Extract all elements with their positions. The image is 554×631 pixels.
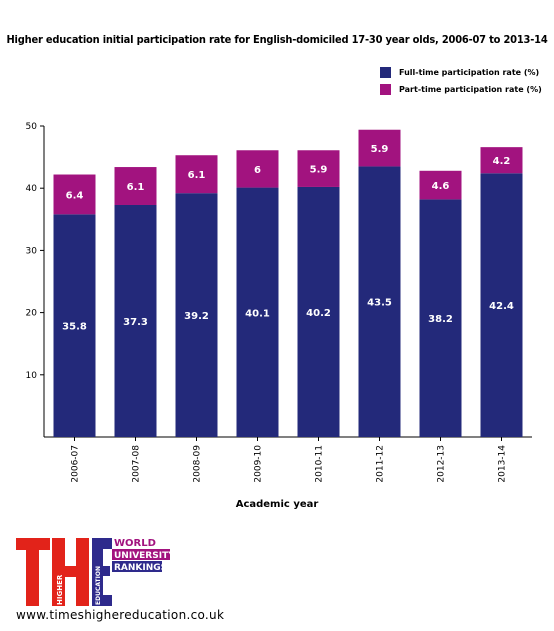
data-label-full-time: 40.1	[245, 308, 270, 319]
bar-part-time	[358, 129, 401, 167]
data-label-full-time: 35.8	[62, 322, 87, 333]
data-label-part-time: 6.4	[66, 190, 84, 201]
bar-full-time	[297, 186, 340, 437]
bar-full-time	[480, 173, 523, 437]
data-label-full-time: 38.2	[428, 314, 453, 325]
y-tick-label: 50	[26, 122, 38, 132]
legend-item-full-time: Full-time participation rate (%)	[380, 64, 542, 81]
x-axis-title: Academic year	[235, 499, 319, 510]
chart-legend: Full-time participation rate (%) Part-ti…	[380, 64, 542, 98]
x-tick-label: 2012-13	[437, 445, 447, 483]
logo-e-mid	[92, 566, 110, 576]
chart-title: Higher education initial participation r…	[6, 33, 548, 46]
logo-word-university: UNIVERSITY	[114, 551, 174, 561]
bar-part-time	[297, 150, 340, 187]
data-label-part-time: 4.2	[493, 156, 511, 167]
x-tick-label: 2008-09	[193, 445, 203, 483]
bar-full-time	[419, 199, 462, 437]
logo-word-education: EDUCATION	[95, 566, 102, 605]
bar-full-time	[114, 204, 157, 437]
x-tick-label: 2013-14	[498, 445, 508, 483]
logo-word-higher: HIGHER	[56, 574, 64, 605]
bar-part-time	[480, 147, 523, 174]
bar-part-time	[53, 174, 96, 215]
website-url: www.timeshighereducation.co.uk	[16, 608, 225, 622]
logo-university-band	[112, 549, 170, 560]
legend-label-part-time: Part-time participation rate (%)	[399, 85, 542, 94]
logo-rankings-band	[112, 561, 162, 572]
bar-full-time	[53, 214, 96, 437]
y-tick-label: 20	[26, 309, 38, 319]
data-label-full-time: 40.2	[306, 308, 331, 319]
y-tick-label: 40	[26, 184, 38, 194]
bar-part-time	[419, 170, 462, 200]
x-tick-label: 2011-12	[376, 445, 386, 483]
data-label-full-time: 37.3	[123, 317, 148, 328]
logo-t-stem	[26, 538, 39, 606]
bar-full-time	[236, 187, 279, 437]
data-label-full-time: 39.2	[184, 311, 209, 322]
logo-h-bar	[52, 566, 89, 577]
data-label-part-time: 4.6	[432, 181, 450, 192]
data-label-part-time: 6.1	[188, 170, 206, 181]
logo-e-top	[92, 538, 112, 549]
bar-part-time	[236, 150, 279, 188]
y-tick-label: 10	[26, 371, 38, 381]
chart-plot: 10 20 30 40 50 35.8 6.4 2006-07 37.3 6.1 2007-08 39…	[26, 122, 532, 483]
data-label-part-time: 5.9	[371, 144, 389, 155]
legend-item-part-time: Part-time participation rate (%)	[380, 81, 542, 98]
logo-word-times: TIMES	[18, 581, 26, 605]
legend-swatch-full-time	[380, 67, 391, 78]
bar-full-time	[358, 166, 401, 437]
x-tick-label: 2006-07	[71, 445, 81, 483]
the-logo: TIMES HIGHER EDUCATION WORLD UNIVERSITY …	[16, 538, 174, 606]
data-label-part-time: 6	[254, 165, 261, 176]
logo-e-bottom	[92, 595, 112, 606]
logo-word-world: WORLD	[114, 538, 156, 549]
bar-part-time	[114, 167, 157, 205]
data-label-part-time: 5.9	[310, 165, 328, 176]
x-tick-label: 2009-10	[254, 445, 264, 483]
data-label-full-time: 43.5	[367, 298, 392, 309]
data-label-part-time: 6.1	[127, 182, 145, 193]
logo-word-rankings: RANKINGS	[114, 563, 167, 573]
x-tick-label: 2007-08	[132, 445, 142, 483]
data-label-full-time: 42.4	[489, 301, 514, 312]
bar-part-time	[175, 155, 218, 194]
y-tick-label: 30	[26, 246, 38, 256]
legend-swatch-part-time	[380, 84, 391, 95]
x-tick-label: 2010-11	[315, 445, 325, 483]
legend-label-full-time: Full-time participation rate (%)	[399, 68, 540, 77]
bar-full-time	[175, 193, 218, 437]
